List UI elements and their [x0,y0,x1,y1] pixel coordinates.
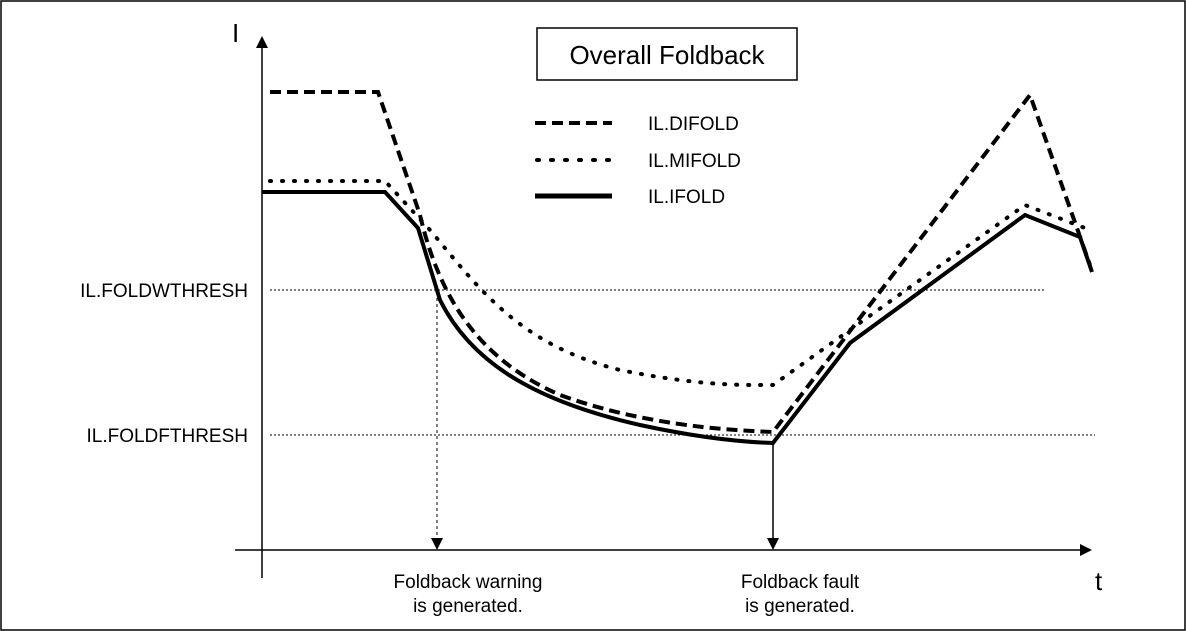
annotation: is generated. [745,596,855,617]
curve-mifold [268,179,1092,388]
curve-ifold [262,190,1094,446]
legend-label: IL.MIFOLD [648,151,741,172]
curve-difold [270,90,1092,435]
legend-label: IL.IFOLD [648,187,725,208]
annotation: Foldback warning [394,572,543,593]
title-box [536,27,798,81]
y-axis-label: I [232,18,239,48]
annotation: is generated. [413,596,523,617]
threshold-label: IL.FOLDWTHRESH [80,281,248,302]
threshold-label: IL.FOLDFTHRESH [86,426,248,447]
x-axis-label: t [1095,566,1103,596]
title: Overall Foldback [569,40,765,70]
annotation: Foldback fault [741,572,860,593]
legend-label: IL.DIFOLD [648,114,739,135]
